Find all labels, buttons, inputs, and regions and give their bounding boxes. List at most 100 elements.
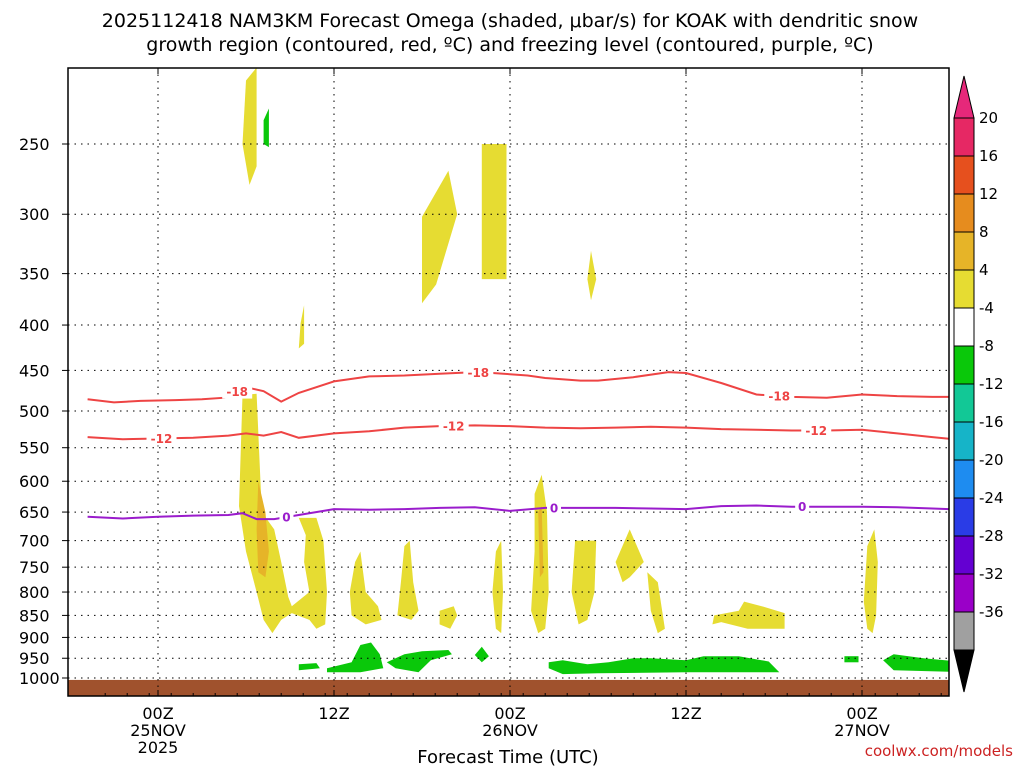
y-tick-label-800: 800 xyxy=(19,583,50,602)
x-tick-date-2: 26NOV xyxy=(482,721,538,740)
colorbar-swatch-6 xyxy=(953,345,975,385)
omega-region-8 xyxy=(349,551,382,625)
y-tick-label-850: 850 xyxy=(19,606,50,625)
colorbar: 20 16 12 8 4 -4 -8 -12 -16 -20 -24 -28 -32 -36 xyxy=(953,75,1004,693)
colorbar-swatch-5 xyxy=(953,307,975,347)
omega-region-7 xyxy=(256,481,269,578)
x-tick-label-0: 00Z xyxy=(142,704,173,723)
colorbar-label-16: 16 xyxy=(979,147,998,165)
omega-shaded-regions xyxy=(239,68,949,675)
x-axis-label: Forecast Time (UTC) xyxy=(417,747,598,768)
colorbar-swatch-11 xyxy=(953,535,975,575)
y-tick-label-300: 300 xyxy=(19,205,50,224)
colorbar-label--8: -8 xyxy=(979,337,994,355)
colorbar-swatch-9 xyxy=(953,459,975,499)
y-tick-label-450: 450 xyxy=(19,361,50,380)
colorbar-label--12: -12 xyxy=(979,375,1004,393)
omega-region-3 xyxy=(481,144,507,280)
ground-terrain xyxy=(68,679,949,696)
contour-label--18-0: -18 xyxy=(226,385,248,399)
omega-region-13 xyxy=(538,506,544,578)
contour-label-bg--18-1 xyxy=(463,365,494,380)
colorbar-swatch-2 xyxy=(953,193,975,233)
y-tick-label-500: 500 xyxy=(19,402,50,421)
contour-label-0-2: 0 xyxy=(798,500,806,514)
omega-region-4 xyxy=(587,250,597,301)
colorbar-label--20: -20 xyxy=(979,451,1004,469)
chart-title-line2: growth region (contoured, red, ºC) and f… xyxy=(146,34,873,56)
x-tick-label-1: 12Z xyxy=(318,704,349,723)
colorbar-label--4: -4 xyxy=(979,299,994,317)
omega-region-24 xyxy=(844,656,859,663)
contour-label--12-2: -12 xyxy=(805,424,827,438)
x-tick-label-4: 00Z xyxy=(846,704,877,723)
omega-region-16 xyxy=(647,572,665,634)
y-tick-label-600: 600 xyxy=(19,472,50,491)
colorbar-swatch-8 xyxy=(953,421,975,461)
colorbar-label--28: -28 xyxy=(979,527,1004,545)
omega-region-20 xyxy=(327,642,384,673)
colorbar-label-4: 4 xyxy=(979,261,989,279)
contour-label-bg--12-2 xyxy=(801,423,832,438)
colorbar-swatch-12 xyxy=(953,573,975,613)
contour-label-bg--18-2 xyxy=(764,389,795,404)
contour-label--12-1: -12 xyxy=(443,419,465,433)
omega-region-19 xyxy=(298,663,320,671)
y-tick-label-550: 550 xyxy=(19,439,50,458)
credit-link[interactable]: coolwx.com/models xyxy=(865,742,1013,760)
colorbar-label--36: -36 xyxy=(979,603,1004,621)
omega-region-0 xyxy=(242,68,257,185)
contour-label-bg--18-0 xyxy=(222,384,253,399)
contour-label-bg-0-0 xyxy=(279,510,294,525)
colorbar-label-12: 12 xyxy=(979,185,998,203)
omega-region-10 xyxy=(439,606,458,629)
omega-region-9 xyxy=(397,540,419,620)
y-tick-label-250: 250 xyxy=(19,135,50,154)
x-tick-date-0: 25NOV xyxy=(130,721,186,740)
chart-title-line1: 2025112418 NAM3KM Forecast Omega (shaded… xyxy=(102,10,918,32)
colorbar-swatch-3 xyxy=(953,231,975,271)
temperature-contours: -18 -18 -18 -12 -12 -12 0 0 0 xyxy=(87,365,949,525)
colorbar-label--16: -16 xyxy=(979,413,1004,431)
plot-frame xyxy=(67,67,950,697)
y-tick-label-400: 400 xyxy=(19,316,50,335)
x-tick-label-2: 00Z xyxy=(494,704,525,723)
omega-region-23 xyxy=(548,656,780,675)
colorbar-label-8: 8 xyxy=(979,223,989,241)
contour-label-bg--12-1 xyxy=(438,418,469,433)
contour-label-bg--12-0 xyxy=(146,431,177,446)
y-tick-label-900: 900 xyxy=(19,628,50,647)
y-tick-label-1000: 1000 xyxy=(19,669,60,688)
contour-label-bg-0-1 xyxy=(547,500,561,515)
x-tick-date-4: 27NOV xyxy=(834,721,890,740)
omega-region-18 xyxy=(863,529,878,634)
colorbar-label-20: 20 xyxy=(979,109,998,127)
omega-region-5 xyxy=(298,305,305,349)
y-tick-label-950: 950 xyxy=(19,649,50,668)
colorbar-swatch-7 xyxy=(953,383,975,423)
contour-label-0-0: 0 xyxy=(282,511,290,525)
contour-label--18-1: -18 xyxy=(467,366,489,380)
contour-label--18-2: -18 xyxy=(768,390,790,404)
x-tick-year-0: 2025 xyxy=(138,738,179,757)
colorbar-swatch-10 xyxy=(953,497,975,537)
y-axis-ticks: 250 300 350 400 450 500 550 600 650 700 750 800 850 9… xyxy=(19,135,68,688)
omega-region-25 xyxy=(883,654,949,672)
x-tick-label-3: 12Z xyxy=(670,704,701,723)
omega-region-1 xyxy=(263,108,269,148)
contour-label-0-1: 0 xyxy=(550,501,558,515)
contour-label-bg-0-2 xyxy=(795,499,810,514)
colorbar-max-arrow xyxy=(953,75,975,119)
omega-region-21 xyxy=(386,650,452,673)
colorbar-swatch-4 xyxy=(953,269,975,309)
y-tick-label-750: 750 xyxy=(19,558,50,577)
colorbar-swatch-1 xyxy=(953,155,975,195)
terrain-layer xyxy=(68,679,949,696)
grid-lines xyxy=(68,68,949,696)
colorbar-label--32: -32 xyxy=(979,565,1004,583)
y-tick-label-350: 350 xyxy=(19,265,50,284)
colorbar-swatch-13 xyxy=(953,611,975,651)
